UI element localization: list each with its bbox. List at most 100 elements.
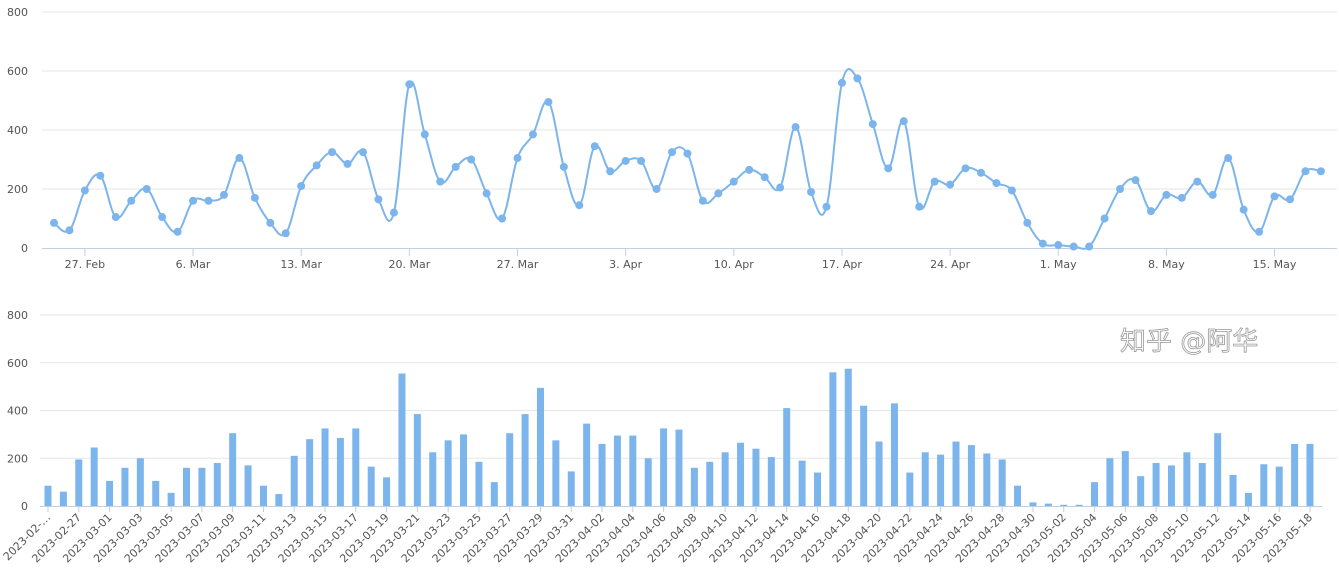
bar bbox=[1260, 464, 1268, 506]
bar bbox=[583, 423, 591, 506]
data-point bbox=[219, 190, 228, 199]
bar bbox=[1229, 474, 1237, 506]
x-tick-label: 17. Apr bbox=[822, 258, 862, 271]
data-point bbox=[1162, 190, 1171, 199]
data-point bbox=[853, 74, 862, 83]
bar bbox=[660, 428, 668, 506]
bar bbox=[921, 452, 929, 506]
data-point bbox=[714, 189, 723, 198]
data-point bbox=[1146, 207, 1155, 216]
bar bbox=[429, 452, 437, 506]
data-point bbox=[1085, 242, 1094, 251]
bar bbox=[75, 459, 83, 506]
data-point bbox=[1255, 227, 1264, 236]
x-tick-label: 15. May bbox=[1253, 258, 1297, 271]
bar bbox=[783, 408, 791, 506]
bar bbox=[229, 433, 237, 506]
data-point bbox=[359, 148, 367, 157]
data-point bbox=[946, 180, 955, 189]
data-point bbox=[1069, 242, 1078, 251]
data-point bbox=[328, 148, 337, 157]
data-point bbox=[930, 177, 939, 186]
data-point bbox=[961, 164, 970, 173]
x-tick-label: 24. Apr bbox=[930, 258, 970, 271]
x-tick-label: 20. Mar bbox=[388, 258, 430, 271]
bar bbox=[321, 428, 329, 506]
bar bbox=[290, 455, 298, 506]
y-tick-label: 0 bbox=[21, 242, 28, 255]
data-point bbox=[65, 226, 74, 235]
bar bbox=[798, 460, 806, 506]
bar bbox=[1167, 465, 1175, 506]
data-point bbox=[791, 123, 800, 132]
bar bbox=[1198, 463, 1206, 506]
bar bbox=[198, 467, 206, 506]
data-point bbox=[374, 195, 383, 204]
data-point bbox=[652, 185, 661, 193]
bar bbox=[1075, 504, 1083, 506]
bar bbox=[1183, 452, 1191, 506]
data-point bbox=[760, 173, 769, 182]
bar bbox=[706, 461, 714, 506]
bar bbox=[244, 465, 252, 506]
bar bbox=[690, 467, 698, 506]
data-point bbox=[173, 227, 182, 236]
data-point bbox=[405, 80, 414, 89]
bar bbox=[475, 461, 483, 506]
bar bbox=[1275, 466, 1283, 506]
bar bbox=[367, 466, 375, 506]
bar bbox=[106, 480, 114, 506]
data-point bbox=[250, 193, 259, 202]
watermark: 知乎 @阿华 bbox=[1120, 327, 1258, 357]
bar bbox=[552, 440, 560, 506]
data-point bbox=[1286, 195, 1294, 204]
data-point bbox=[1239, 205, 1248, 214]
data-point bbox=[1301, 167, 1310, 176]
data-point bbox=[482, 189, 491, 198]
bar bbox=[1014, 485, 1022, 506]
data-point bbox=[1193, 177, 1202, 186]
bar bbox=[521, 414, 529, 506]
data-point bbox=[451, 162, 460, 171]
bar bbox=[1106, 458, 1114, 506]
data-point bbox=[992, 179, 1001, 188]
data-point bbox=[436, 177, 445, 186]
bar bbox=[1044, 503, 1052, 506]
data-point bbox=[1054, 241, 1063, 250]
data-point bbox=[822, 202, 831, 211]
data-point bbox=[559, 162, 568, 171]
data-point bbox=[513, 154, 522, 163]
data-point bbox=[668, 148, 676, 157]
data-point bbox=[96, 171, 105, 180]
x-tick-label: 3. Apr bbox=[609, 258, 642, 271]
bar bbox=[506, 433, 514, 506]
bar bbox=[1214, 433, 1222, 506]
data-point bbox=[266, 218, 275, 227]
bar bbox=[460, 434, 468, 506]
bar bbox=[829, 372, 837, 506]
bar bbox=[398, 373, 406, 506]
bar bbox=[183, 467, 191, 506]
bar bbox=[136, 458, 144, 506]
data-point bbox=[1100, 214, 1109, 223]
data-point bbox=[1116, 185, 1125, 193]
bar bbox=[952, 441, 960, 506]
data-point bbox=[297, 182, 306, 191]
data-point bbox=[1177, 193, 1186, 202]
data-point bbox=[80, 186, 89, 195]
bar bbox=[1029, 502, 1037, 506]
bar bbox=[275, 494, 283, 506]
x-tick-label: 27. Mar bbox=[497, 258, 539, 271]
data-point bbox=[189, 196, 198, 205]
data-point bbox=[127, 196, 136, 205]
data-point bbox=[637, 156, 646, 165]
x-tick-label: 13. Mar bbox=[280, 258, 322, 271]
data-point bbox=[544, 97, 553, 106]
data-point bbox=[111, 213, 120, 222]
y-tick-label: 800 bbox=[7, 6, 28, 19]
bar bbox=[875, 441, 883, 506]
bar bbox=[675, 429, 683, 506]
data-point bbox=[1270, 192, 1279, 201]
bar bbox=[983, 453, 991, 506]
